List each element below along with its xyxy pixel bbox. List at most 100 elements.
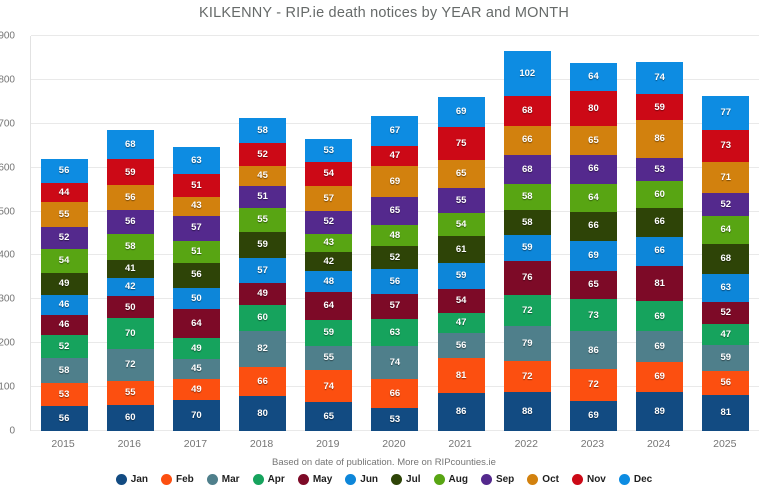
legend-item-sep[interactable]: Sep xyxy=(480,474,514,485)
bar-segment-2015-jul[interactable]: 49 xyxy=(40,273,88,295)
bar-segment-2015-mar[interactable]: 58 xyxy=(40,357,88,384)
bar-segment-2015-apr[interactable]: 52 xyxy=(40,334,88,358)
bar-segment-2019-feb[interactable]: 74 xyxy=(305,370,353,403)
bar-segment-2022-sep[interactable]: 68 xyxy=(503,154,551,185)
bar-segment-2024-may[interactable]: 81 xyxy=(636,265,684,302)
bar-segment-2020-aug[interactable]: 48 xyxy=(371,225,419,247)
bar-segment-2016-mar[interactable]: 72 xyxy=(106,348,154,381)
bar-segment-2015-sep[interactable]: 52 xyxy=(40,226,88,250)
bar-segment-2017-oct[interactable]: 43 xyxy=(172,196,220,216)
bar-segment-2015-jan[interactable]: 56 xyxy=(40,406,88,431)
bar-segment-2025-apr[interactable]: 47 xyxy=(702,324,750,345)
bar-segment-2022-jan[interactable]: 88 xyxy=(503,392,551,431)
bar-segment-2020-jan[interactable]: 53 xyxy=(371,407,419,431)
legend-item-mar[interactable]: Mar xyxy=(206,474,240,485)
bar-segment-2020-jul[interactable]: 52 xyxy=(371,246,419,270)
bar-segment-2024-sep[interactable]: 53 xyxy=(636,158,684,182)
bar-segment-2025-may[interactable]: 52 xyxy=(702,301,750,325)
bar-segment-2016-apr[interactable]: 70 xyxy=(106,318,154,349)
bar-segment-2016-sep[interactable]: 56 xyxy=(106,209,154,235)
bar-segment-2017-dec[interactable]: 63 xyxy=(172,146,220,175)
bar-segment-2021-sep[interactable]: 55 xyxy=(437,188,485,213)
bar-segment-2016-jul[interactable]: 41 xyxy=(106,259,154,278)
bar-segment-2021-mar[interactable]: 56 xyxy=(437,333,485,358)
bar-segment-2019-oct[interactable]: 57 xyxy=(305,185,353,211)
bar-segment-2016-feb[interactable]: 55 xyxy=(106,380,154,405)
bar-segment-2023-mar[interactable]: 86 xyxy=(569,331,617,370)
legend-item-may[interactable]: May xyxy=(297,474,332,485)
bar-segment-2023-nov[interactable]: 80 xyxy=(569,90,617,127)
bar-segment-2018-may[interactable]: 49 xyxy=(239,283,287,305)
bar-segment-2017-jun[interactable]: 50 xyxy=(172,287,220,310)
bar-segment-2018-oct[interactable]: 45 xyxy=(239,165,287,186)
legend-item-nov[interactable]: Nov xyxy=(571,474,606,485)
bar-segment-2016-nov[interactable]: 59 xyxy=(106,159,154,186)
legend-item-dec[interactable]: Dec xyxy=(618,474,652,485)
legend-item-apr[interactable]: Apr xyxy=(252,474,285,485)
bar-segment-2018-mar[interactable]: 82 xyxy=(239,330,287,367)
bar-segment-2015-feb[interactable]: 53 xyxy=(40,383,88,407)
bar-segment-2025-nov[interactable]: 73 xyxy=(702,130,750,163)
bar-segment-2022-dec[interactable]: 102 xyxy=(503,50,551,96)
bar-segment-2022-mar[interactable]: 79 xyxy=(503,326,551,361)
bar-segment-2017-jan[interactable]: 70 xyxy=(172,400,220,431)
bar-segment-2021-jul[interactable]: 61 xyxy=(437,236,485,263)
bar-segment-2025-mar[interactable]: 59 xyxy=(702,345,750,371)
bar-segment-2016-may[interactable]: 50 xyxy=(106,296,154,319)
bar-segment-2021-dec[interactable]: 69 xyxy=(437,96,485,127)
bar-segment-2021-aug[interactable]: 54 xyxy=(437,212,485,237)
bar-segment-2023-jun[interactable]: 69 xyxy=(569,240,617,271)
bar-segment-2024-oct[interactable]: 86 xyxy=(636,120,684,159)
bar-segment-2025-dec[interactable]: 77 xyxy=(702,96,750,130)
bar-segment-2015-oct[interactable]: 55 xyxy=(40,202,88,227)
bar-segment-2020-feb[interactable]: 66 xyxy=(371,378,419,408)
bar-segment-2024-nov[interactable]: 59 xyxy=(636,94,684,121)
bar-segment-2016-jun[interactable]: 42 xyxy=(106,277,154,297)
bar-segment-2024-dec[interactable]: 74 xyxy=(636,61,684,95)
bar-segment-2024-feb[interactable]: 69 xyxy=(636,361,684,392)
bar-segment-2018-aug[interactable]: 55 xyxy=(239,208,287,233)
bar-segment-2017-feb[interactable]: 49 xyxy=(172,378,220,401)
bar-segment-2024-apr[interactable]: 69 xyxy=(636,301,684,332)
bar-segment-2017-sep[interactable]: 57 xyxy=(172,215,220,241)
legend-item-jan[interactable]: Jan xyxy=(115,474,148,485)
bar-segment-2024-aug[interactable]: 60 xyxy=(636,181,684,208)
bar-segment-2019-mar[interactable]: 55 xyxy=(305,345,353,371)
bar-segment-2024-mar[interactable]: 69 xyxy=(636,331,684,362)
bar-segment-2021-jan[interactable]: 86 xyxy=(437,393,485,431)
bar-segment-2016-aug[interactable]: 58 xyxy=(106,234,154,260)
bar-segment-2022-apr[interactable]: 72 xyxy=(503,294,551,327)
bar-segment-2017-apr[interactable]: 49 xyxy=(172,337,220,360)
bar-segment-2025-feb[interactable]: 56 xyxy=(702,370,750,396)
bar-segment-2023-feb[interactable]: 72 xyxy=(569,369,617,401)
bar-segment-2018-dec[interactable]: 58 xyxy=(239,117,287,144)
bar-segment-2018-nov[interactable]: 52 xyxy=(239,143,287,166)
legend-item-jun[interactable]: Jun xyxy=(345,474,378,485)
bar-segment-2023-may[interactable]: 65 xyxy=(569,270,617,300)
bar-segment-2019-jan[interactable]: 65 xyxy=(305,402,353,431)
bar-segment-2018-apr[interactable]: 60 xyxy=(239,304,287,331)
bar-segment-2015-may[interactable]: 46 xyxy=(40,314,88,335)
bar-segment-2023-aug[interactable]: 64 xyxy=(569,183,617,212)
bar-segment-2015-aug[interactable]: 54 xyxy=(40,249,88,274)
bar-segment-2019-dec[interactable]: 53 xyxy=(305,138,353,163)
bar-segment-2023-jan[interactable]: 69 xyxy=(569,400,617,431)
legend-item-aug[interactable]: Aug xyxy=(433,474,468,485)
bar-segment-2015-jun[interactable]: 46 xyxy=(40,294,88,315)
bar-segment-2018-jun[interactable]: 57 xyxy=(239,258,287,284)
bar-segment-2019-jul[interactable]: 42 xyxy=(305,252,353,271)
bar-segment-2017-mar[interactable]: 45 xyxy=(172,359,220,379)
bar-segment-2019-sep[interactable]: 52 xyxy=(305,210,353,234)
bar-segment-2021-jun[interactable]: 59 xyxy=(437,262,485,289)
bar-segment-2021-feb[interactable]: 81 xyxy=(437,357,485,394)
bar-segment-2019-nov[interactable]: 54 xyxy=(305,162,353,186)
bar-segment-2020-sep[interactable]: 65 xyxy=(371,196,419,226)
bar-segment-2023-jul[interactable]: 66 xyxy=(569,211,617,241)
bar-segment-2020-dec[interactable]: 67 xyxy=(371,116,419,146)
bar-segment-2019-apr[interactable]: 59 xyxy=(305,320,353,346)
bar-segment-2020-apr[interactable]: 63 xyxy=(371,318,419,347)
bar-segment-2022-jul[interactable]: 58 xyxy=(503,209,551,236)
bar-segment-2025-jan[interactable]: 81 xyxy=(702,395,750,431)
bar-segment-2022-oct[interactable]: 66 xyxy=(503,125,551,155)
bar-segment-2023-dec[interactable]: 64 xyxy=(569,62,617,91)
